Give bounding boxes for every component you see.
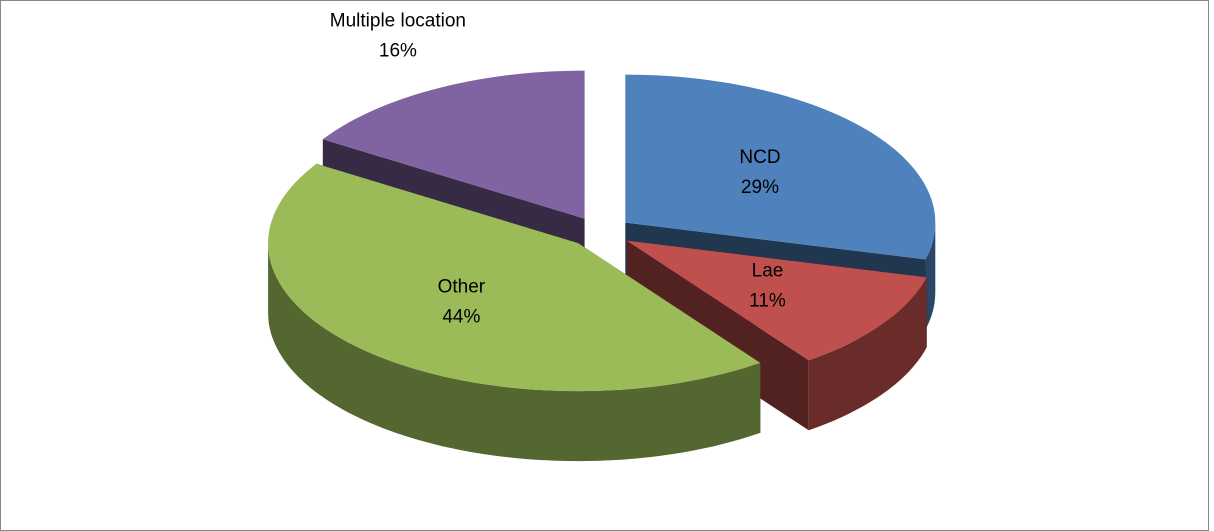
slice-wall [925, 222, 936, 330]
slice [625, 74, 936, 260]
slice-value-label: 11% [749, 290, 786, 311]
slice [626, 240, 927, 361]
slice-label: Multiple location [330, 11, 466, 32]
slice-value-label: 16% [379, 41, 417, 62]
slice-wall [808, 277, 927, 431]
slice-label: NCD [739, 147, 780, 168]
slice-label: Other [438, 276, 486, 297]
slice-label: Lae [752, 260, 784, 281]
slice [322, 70, 585, 219]
slice-wall [268, 243, 761, 462]
slice [268, 163, 761, 392]
slice-value-label: 44% [442, 306, 480, 327]
slice-value-label: 29% [741, 177, 779, 198]
